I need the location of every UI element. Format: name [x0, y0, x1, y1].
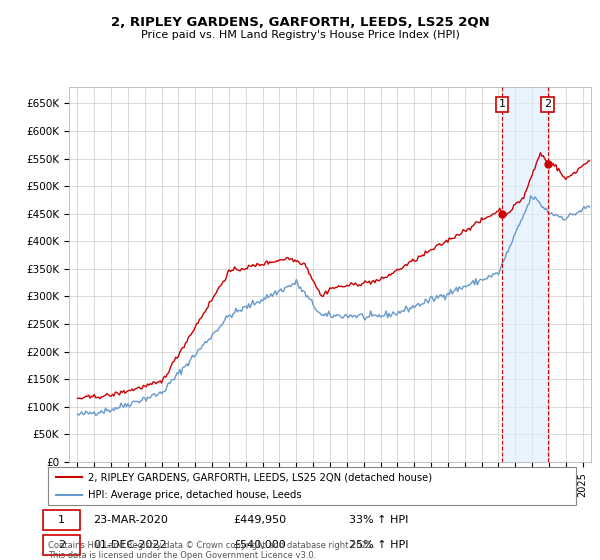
Text: 1: 1 — [58, 515, 65, 525]
Text: 01-DEC-2022: 01-DEC-2022 — [93, 540, 167, 550]
FancyBboxPatch shape — [48, 467, 576, 505]
Text: £449,950: £449,950 — [233, 515, 286, 525]
Text: 25% ↑ HPI: 25% ↑ HPI — [349, 540, 409, 550]
Text: HPI: Average price, detached house, Leeds: HPI: Average price, detached house, Leed… — [88, 490, 301, 500]
Text: Contains HM Land Registry data © Crown copyright and database right 2025.
This d: Contains HM Land Registry data © Crown c… — [48, 540, 374, 560]
Text: 2, RIPLEY GARDENS, GARFORTH, LEEDS, LS25 2QN (detached house): 2, RIPLEY GARDENS, GARFORTH, LEEDS, LS25… — [88, 472, 432, 482]
Text: 2, RIPLEY GARDENS, GARFORTH, LEEDS, LS25 2QN: 2, RIPLEY GARDENS, GARFORTH, LEEDS, LS25… — [110, 16, 490, 29]
Text: 33% ↑ HPI: 33% ↑ HPI — [349, 515, 409, 525]
FancyBboxPatch shape — [43, 535, 80, 555]
Text: 2: 2 — [544, 100, 551, 109]
Text: £540,000: £540,000 — [233, 540, 286, 550]
Text: 23-MAR-2020: 23-MAR-2020 — [93, 515, 168, 525]
Text: Price paid vs. HM Land Registry's House Price Index (HPI): Price paid vs. HM Land Registry's House … — [140, 30, 460, 40]
Text: 2: 2 — [58, 540, 65, 550]
Text: 1: 1 — [499, 100, 506, 109]
FancyBboxPatch shape — [43, 510, 80, 530]
